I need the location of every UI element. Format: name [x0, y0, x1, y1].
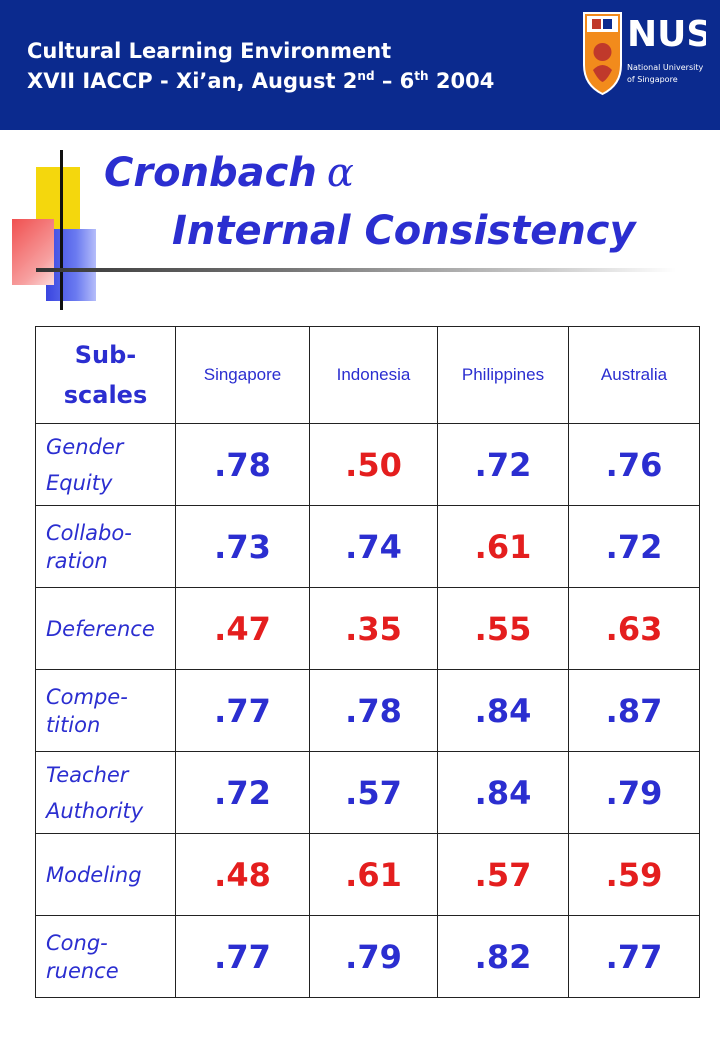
- row-label-line-2: ration: [46, 548, 108, 573]
- consistency-table: Sub- scales Singapore Indonesia Philippi…: [35, 326, 700, 998]
- row-label: Cong-ruence: [35, 915, 176, 998]
- row-label: Collabo-ration: [35, 505, 176, 588]
- value-cell: .78: [309, 669, 438, 752]
- deco-blue-square: [46, 229, 96, 301]
- nus-logo: NUS National University of Singapore: [583, 12, 706, 96]
- alpha-symbol: α: [326, 150, 354, 196]
- row-label: Teacher Authority: [35, 751, 176, 834]
- value-cell: .48: [175, 833, 310, 916]
- row-label: Deference: [35, 587, 176, 670]
- row-label: Compe-tition: [35, 669, 176, 752]
- row-label-line-1: Collabo-: [46, 520, 132, 545]
- header-subscales-line-2: scales: [63, 381, 148, 409]
- header-subscales-line-1: Sub-: [74, 341, 137, 369]
- table-row: Collabo-ration .73.74.61.72: [35, 505, 700, 588]
- value-cell: .57: [309, 751, 438, 834]
- value-cell: .74: [309, 505, 438, 588]
- header-country-australia: Australia: [568, 326, 700, 424]
- row-label-line-2: Authority: [46, 798, 144, 823]
- table-header-row: Sub- scales Singapore Indonesia Philippi…: [35, 326, 700, 424]
- value-cell: .57: [437, 833, 569, 916]
- table-row: Deference .47.35.55.63: [35, 587, 700, 670]
- banner-sup-th: th: [414, 69, 429, 83]
- nus-logo-text: NUS: [627, 14, 706, 55]
- row-label-line-2: ruence: [46, 958, 119, 983]
- title-cronbach: Cronbach: [104, 150, 317, 196]
- page-title-line-1: Cronbach α: [104, 150, 354, 196]
- banner-text: Cultural Learning Environment XVII IACCP…: [27, 36, 494, 96]
- banner-line-2-end: 2004: [428, 69, 495, 93]
- header-country-indonesia: Indonesia: [309, 326, 438, 424]
- deco-vertical-line: [60, 150, 63, 310]
- value-cell: .79: [309, 915, 438, 998]
- value-cell: .55: [437, 587, 569, 670]
- banner-line-2: XVII IACCP - Xi’an, August 2nd – 6th 200…: [27, 66, 494, 96]
- value-cell: .61: [437, 505, 569, 588]
- deco-red-square: [12, 219, 54, 285]
- banner-line-1: Cultural Learning Environment: [27, 39, 392, 63]
- table-row: Modeling .48.61.57.59: [35, 833, 700, 916]
- value-cell: .61: [309, 833, 438, 916]
- value-cell: .72: [568, 505, 700, 588]
- table-row: Gender Equity .78.50.72.76: [35, 423, 700, 506]
- value-cell: .47: [175, 587, 310, 670]
- row-label-line-2: tition: [46, 712, 101, 737]
- nus-logo-sub-2: of Singapore: [627, 75, 678, 84]
- row-label: Modeling: [35, 833, 176, 916]
- value-cell: .84: [437, 669, 569, 752]
- row-label-line-1: Compe-: [46, 684, 128, 709]
- row-label-line-1: Deference: [46, 616, 155, 641]
- value-cell: .77: [568, 915, 700, 998]
- row-label-line-1: Teacher: [46, 762, 129, 787]
- value-cell: .84: [437, 751, 569, 834]
- header-subscales: Sub- scales: [35, 326, 176, 424]
- value-cell: .50: [309, 423, 438, 506]
- value-cell: .79: [568, 751, 700, 834]
- value-cell: .72: [437, 423, 569, 506]
- header-banner: Cultural Learning Environment XVII IACCP…: [0, 0, 720, 130]
- value-cell: .72: [175, 751, 310, 834]
- value-cell: .76: [568, 423, 700, 506]
- value-cell: .59: [568, 833, 700, 916]
- row-label-line-1: Cong-: [46, 930, 108, 955]
- row-label-line-2: Equity: [46, 470, 113, 495]
- banner-line-2-main: XVII IACCP - Xi’an, August 2: [27, 69, 358, 93]
- table-row: Compe-tition .77.78.84.87: [35, 669, 700, 752]
- value-cell: .63: [568, 587, 700, 670]
- header-country-philippines: Philippines: [437, 326, 569, 424]
- banner-line-2-mid: – 6: [374, 69, 415, 93]
- table-row: Cong-ruence .77.79.82.77: [35, 915, 700, 998]
- row-label: Gender Equity: [35, 423, 176, 506]
- value-cell: .78: [175, 423, 310, 506]
- value-cell: .77: [175, 915, 310, 998]
- value-cell: .77: [175, 669, 310, 752]
- header-country-singapore: Singapore: [175, 326, 310, 424]
- value-cell: .35: [309, 587, 438, 670]
- value-cell: .82: [437, 915, 569, 998]
- banner-sup-nd: nd: [357, 69, 375, 83]
- table-body: Gender Equity .78.50.72.76 Collabo-ration .7…: [35, 423, 700, 998]
- row-label-line-1: Modeling: [46, 862, 142, 887]
- page-title-line-2: Internal Consistency: [172, 208, 636, 254]
- row-label-line-1: Gender: [46, 434, 124, 459]
- deco-horizontal-line: [36, 268, 676, 272]
- table-row: Teacher Authority .72.57.84.79: [35, 751, 700, 834]
- nus-logo-sub-1: National University: [627, 63, 704, 72]
- value-cell: .87: [568, 669, 700, 752]
- value-cell: .73: [175, 505, 310, 588]
